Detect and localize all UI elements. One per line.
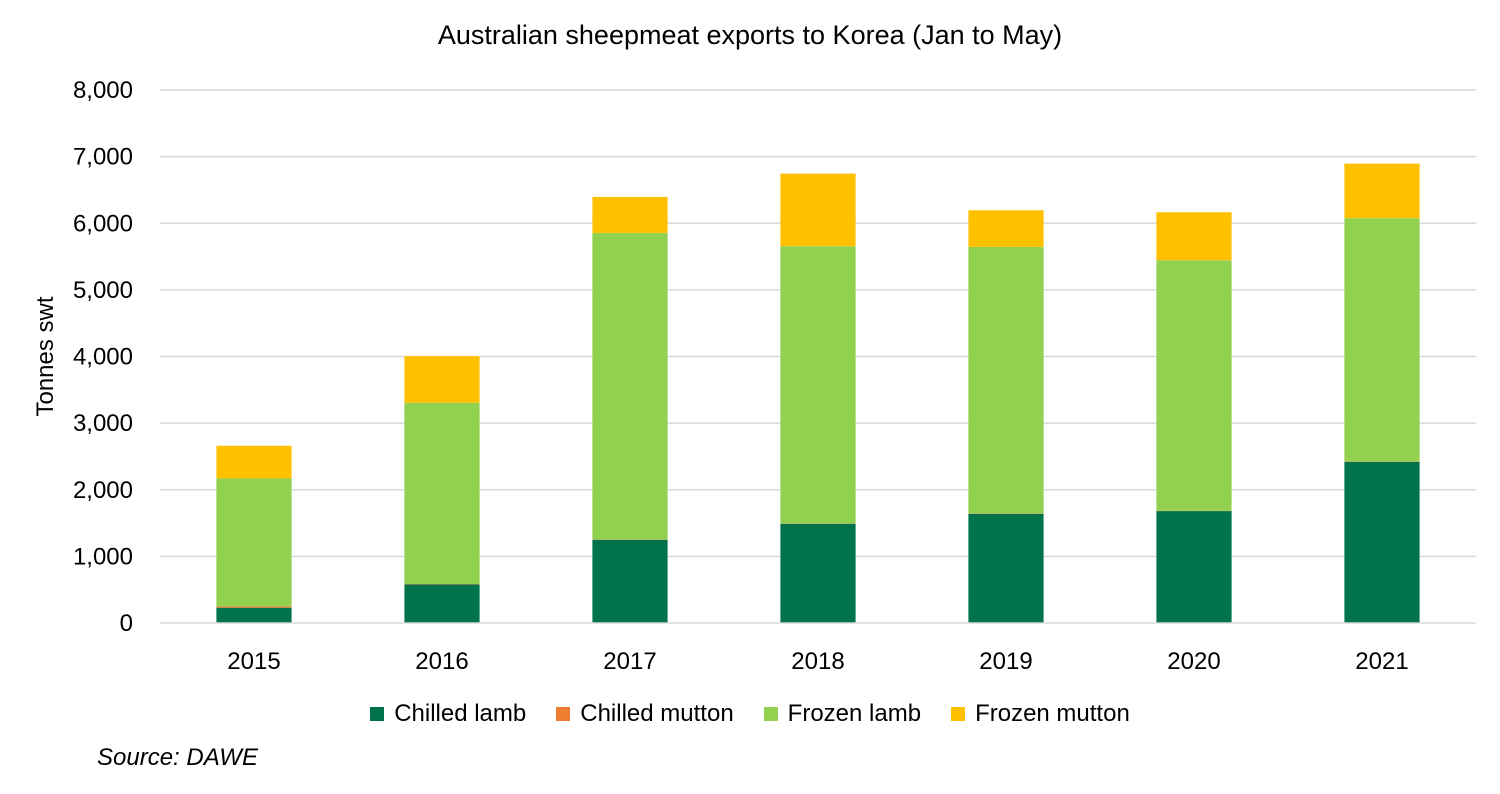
legend-label: Chilled lamb <box>394 700 527 727</box>
y-tick-label: 3,000 <box>73 410 133 437</box>
bar-segment-chilled-lamb <box>968 513 1044 623</box>
legend-label: Frozen lamb <box>787 700 922 727</box>
chart-title: Australian sheepmeat exports to Korea (J… <box>437 20 1063 50</box>
x-tick-label: 2020 <box>1167 648 1220 675</box>
bar-segment-frozen-mutton <box>780 173 856 247</box>
bar-segment-chilled-lamb <box>1344 461 1420 623</box>
legend-item: Frozen lamb <box>763 700 922 728</box>
bar-segment-chilled-lamb <box>216 607 292 623</box>
bar-segment-frozen-mutton <box>968 210 1044 247</box>
y-tick-label: 1,000 <box>73 543 133 570</box>
legend-label: Frozen mutton <box>975 700 1130 727</box>
bar-segment-frozen-lamb <box>968 246 1044 514</box>
y-tick-label: 4,000 <box>73 344 133 371</box>
legend-swatch <box>763 707 778 721</box>
legend-item: Chilled lamb <box>370 700 526 728</box>
x-tick-label: 2021 <box>1355 648 1408 675</box>
bars <box>216 163 1420 623</box>
legend-item: Chilled mutton <box>556 700 734 728</box>
bar-segment-frozen-lamb <box>1344 218 1420 462</box>
legend-swatch <box>370 707 385 721</box>
y-tick-label: 5,000 <box>73 277 133 304</box>
bar-segment-frozen-lamb <box>592 232 668 540</box>
bar-segment-frozen-mutton <box>592 196 668 233</box>
x-axis-ticks: 2015 2016 2017 2018 2019 2020 2021 <box>227 648 1408 675</box>
y-tick-label: 7,000 <box>73 144 133 171</box>
x-tick-label: 2019 <box>979 648 1032 675</box>
bar-segment-frozen-lamb <box>1156 260 1232 511</box>
bar-segment-frozen-lamb <box>216 478 292 607</box>
legend: Chilled lamb Chilled mutton Frozen lamb Fro… <box>0 700 1500 728</box>
bar-segment-chilled-mutton <box>216 606 292 608</box>
source-note: Source: DAWE <box>97 744 258 771</box>
bar-segment-frozen-mutton <box>1156 212 1232 261</box>
bar-segment-frozen-lamb <box>404 402 480 585</box>
y-tick-label: 8,000 <box>73 77 133 104</box>
legend-label: Chilled mutton <box>580 700 734 727</box>
y-axis-ticks: 0 1,000 2,000 3,000 4,000 5,000 6,000 7,000 8,00… <box>73 77 133 637</box>
y-tick-label: 6,000 <box>73 210 133 237</box>
legend-item: Frozen mutton <box>951 700 1130 728</box>
x-tick-label: 2016 <box>415 648 468 675</box>
bar-segment-frozen-mutton <box>404 356 480 403</box>
y-axis-title: Tonnes swt <box>32 296 59 416</box>
bar-segment-frozen-mutton <box>1344 163 1420 219</box>
bar-segment-chilled-lamb <box>592 539 668 623</box>
bar-segment-chilled-lamb <box>404 584 480 623</box>
bar-segment-frozen-lamb <box>780 246 856 524</box>
bar-segment-frozen-mutton <box>216 445 292 479</box>
x-tick-label: 2018 <box>791 648 844 675</box>
y-tick-label: 0 <box>120 610 133 637</box>
legend-swatch <box>951 707 966 721</box>
x-tick-label: 2015 <box>227 648 280 675</box>
bar-segment-chilled-lamb <box>1156 511 1232 623</box>
bar-segment-chilled-lamb <box>780 523 856 623</box>
legend-swatch <box>556 707 571 721</box>
y-tick-label: 2,000 <box>73 477 133 504</box>
x-tick-label: 2017 <box>603 648 656 675</box>
